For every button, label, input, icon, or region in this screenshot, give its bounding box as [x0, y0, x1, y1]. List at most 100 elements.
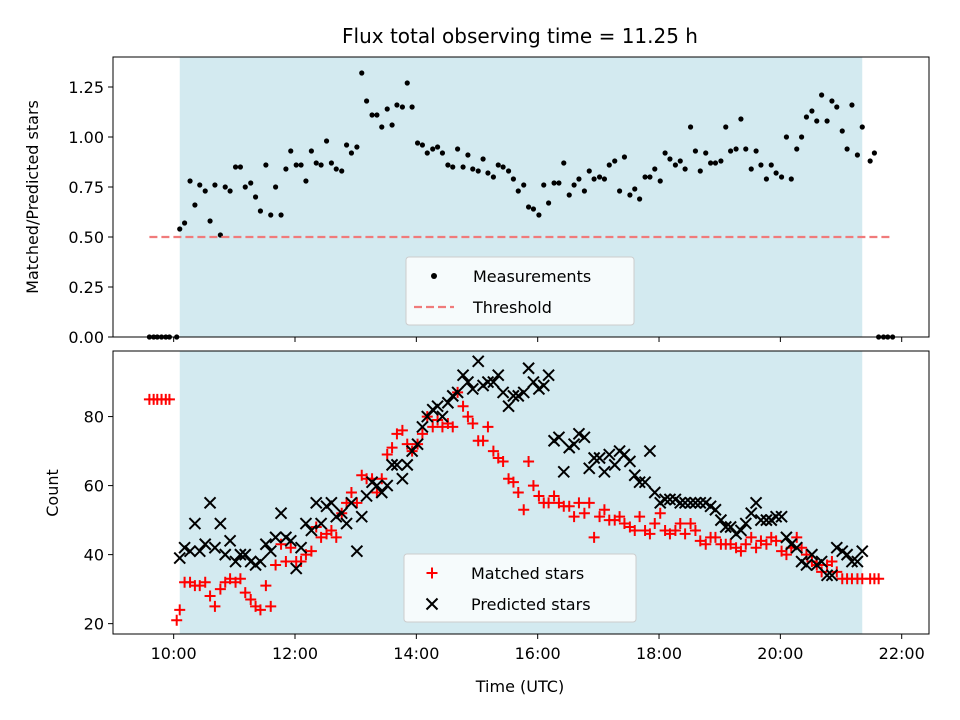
data-point — [416, 428, 428, 440]
data-point — [424, 150, 430, 156]
legend-label: Predicted stars — [471, 595, 591, 614]
data-point — [229, 555, 242, 568]
data-point — [591, 176, 597, 182]
data-point — [163, 393, 175, 405]
data-point — [834, 104, 840, 110]
data-point — [557, 465, 570, 479]
data-point — [389, 122, 395, 128]
series-matched-stars — [144, 387, 885, 626]
data-point — [551, 180, 557, 186]
data-point — [682, 166, 688, 172]
data-point — [824, 118, 830, 124]
data-point — [546, 200, 552, 206]
data-point — [598, 465, 611, 479]
top-y-axis-label: Matched/Predicted stars — [23, 100, 42, 294]
data-point — [330, 531, 342, 543]
data-point — [654, 507, 666, 519]
data-point — [335, 506, 348, 520]
data-point — [851, 555, 864, 568]
data-point — [780, 549, 792, 561]
data-point — [212, 182, 218, 188]
y-tick-label: 40 — [84, 546, 104, 565]
data-point — [376, 473, 388, 485]
data-point — [181, 220, 188, 226]
data-point — [260, 580, 272, 592]
data-point — [369, 112, 375, 118]
data-point — [421, 410, 434, 423]
data-point — [536, 212, 542, 218]
data-point — [355, 510, 368, 523]
data-point — [662, 150, 668, 156]
data-point — [826, 556, 838, 568]
data-point — [735, 545, 747, 557]
data-point — [791, 531, 803, 543]
data-point — [576, 176, 582, 182]
axes-frame — [112, 350, 930, 635]
data-point — [431, 400, 444, 413]
data-point — [510, 176, 517, 182]
y-tick-label: 0.00 — [68, 328, 104, 347]
data-point — [219, 548, 232, 561]
data-point — [825, 569, 839, 582]
y-tick-label: 1.00 — [68, 128, 104, 147]
data-point — [684, 496, 697, 510]
data-point — [819, 92, 825, 98]
legend: Matched stars Predicted stars — [403, 553, 637, 623]
data-point — [450, 164, 456, 170]
data-point — [707, 160, 714, 166]
data-point — [718, 158, 724, 164]
data-point — [305, 524, 318, 537]
data-point — [638, 475, 652, 489]
data-point — [523, 455, 535, 467]
data-point — [674, 518, 686, 530]
data-point — [724, 520, 737, 534]
data-point — [581, 188, 587, 194]
y-tick-label: 1.25 — [68, 78, 104, 97]
data-point — [288, 148, 294, 154]
data-point — [274, 506, 288, 520]
data-point — [268, 212, 274, 218]
data-point — [700, 538, 712, 550]
data-point — [583, 497, 595, 509]
data-point — [657, 178, 663, 184]
data-point — [173, 551, 186, 565]
data-point — [505, 168, 512, 174]
x-tick-label: 16:00 — [515, 644, 561, 663]
data-point — [820, 569, 834, 582]
data-point — [333, 166, 339, 172]
data-point — [578, 507, 590, 519]
data-point — [805, 548, 819, 561]
data-point — [814, 118, 820, 124]
data-point — [697, 168, 703, 174]
data-point — [396, 424, 408, 436]
data-point — [780, 531, 793, 544]
data-point — [689, 524, 701, 536]
data-point — [384, 106, 390, 112]
data-point — [295, 556, 307, 568]
data-point — [430, 146, 436, 152]
data-point — [728, 148, 734, 154]
data-point — [760, 513, 773, 527]
data-point — [496, 386, 510, 399]
data-point — [603, 448, 616, 461]
data-point — [775, 510, 788, 523]
data-point — [507, 389, 520, 403]
data-point — [269, 531, 282, 544]
data-point — [177, 226, 183, 232]
data-point — [685, 518, 697, 530]
data-point — [379, 124, 385, 130]
data-point — [237, 164, 244, 170]
data-point — [275, 538, 287, 550]
data-point — [854, 152, 861, 158]
data-point — [773, 170, 779, 176]
data-point — [239, 548, 252, 561]
legend-marker — [425, 597, 439, 611]
data-point — [859, 124, 865, 130]
data-point — [325, 496, 338, 510]
data-point — [482, 421, 494, 433]
data-point — [285, 542, 297, 554]
data-point — [587, 451, 601, 465]
data-point — [174, 604, 186, 616]
data-point — [490, 174, 496, 180]
data-point — [719, 520, 732, 534]
